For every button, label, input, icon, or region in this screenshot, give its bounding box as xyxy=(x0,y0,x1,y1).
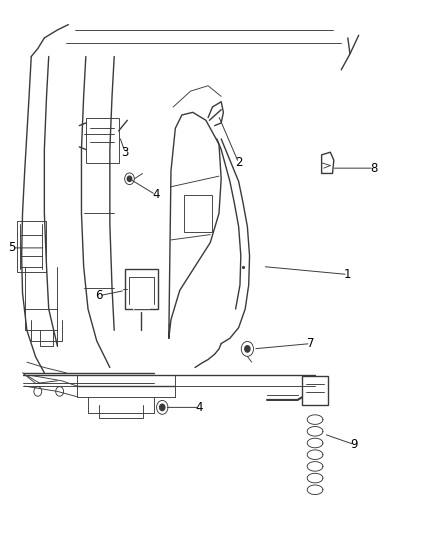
Text: 3: 3 xyxy=(121,146,129,159)
Text: 9: 9 xyxy=(350,438,358,451)
Circle shape xyxy=(127,176,132,181)
Text: 4: 4 xyxy=(152,188,159,201)
Bar xyxy=(302,376,328,405)
Text: 2: 2 xyxy=(235,156,242,169)
Text: 7: 7 xyxy=(307,337,314,350)
Text: 1: 1 xyxy=(344,268,352,281)
Bar xyxy=(184,195,212,232)
Text: 8: 8 xyxy=(370,161,378,175)
Text: 5: 5 xyxy=(8,241,15,254)
Circle shape xyxy=(159,404,165,410)
Circle shape xyxy=(245,346,250,352)
Bar xyxy=(125,269,158,309)
Text: 6: 6 xyxy=(95,289,102,302)
FancyBboxPatch shape xyxy=(17,221,46,272)
Text: 4: 4 xyxy=(196,401,203,414)
Bar xyxy=(86,118,119,163)
